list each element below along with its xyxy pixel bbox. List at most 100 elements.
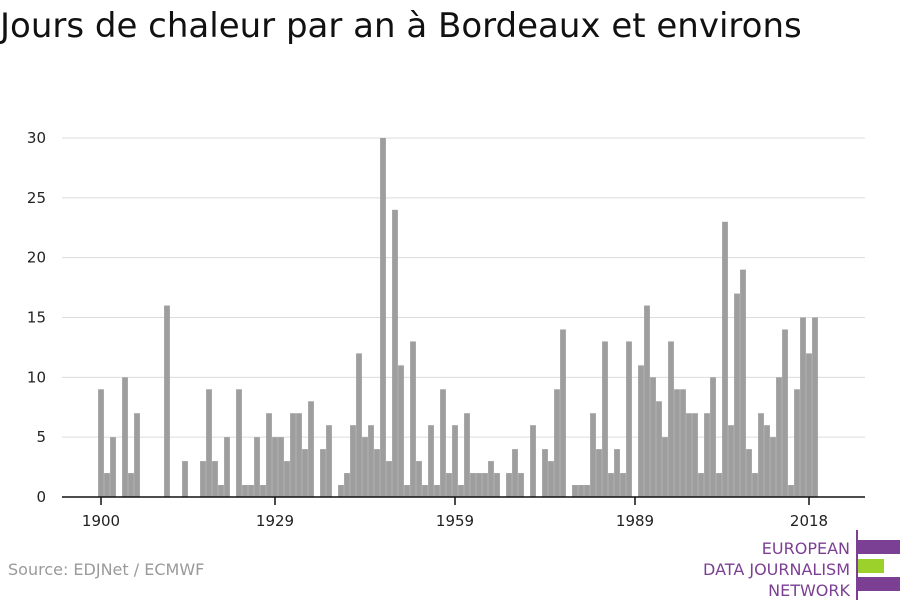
bar-1938 xyxy=(326,425,332,497)
bar-1994 xyxy=(662,437,668,497)
bar-1981 xyxy=(584,485,590,497)
bar-2003 xyxy=(716,473,722,497)
bar-1984 xyxy=(602,341,608,497)
y-tick-label: 10 xyxy=(27,368,46,386)
bar-1935 xyxy=(308,401,314,497)
bar-1960 xyxy=(458,485,464,497)
bar-1934 xyxy=(302,449,308,497)
logo-text-line-2: DATA JOURNALISM xyxy=(703,560,850,579)
bar-1956 xyxy=(434,485,440,497)
bar-1947 xyxy=(380,138,386,497)
bar-2017 xyxy=(800,317,806,497)
edjnet-logo: EUROPEAN DATA JOURNALISM NETWORK xyxy=(700,530,900,600)
y-tick-label: 15 xyxy=(27,309,46,327)
bar-1941 xyxy=(344,473,350,497)
bar-1942 xyxy=(350,425,356,497)
bar-1924 xyxy=(242,485,248,497)
logo-divider xyxy=(856,530,858,600)
bar-2008 xyxy=(746,449,752,497)
bar-1992 xyxy=(650,377,656,497)
bar-1958 xyxy=(446,473,452,497)
bar-1966 xyxy=(494,473,500,497)
bar-2018 xyxy=(806,353,812,497)
bar-1931 xyxy=(284,461,290,497)
x-tick-label: 1900 xyxy=(82,512,120,530)
logo-text-line-1: EUROPEAN xyxy=(761,539,850,558)
logo-bar-bottom xyxy=(858,577,900,591)
bar-1975 xyxy=(548,461,554,497)
bar-1920 xyxy=(218,485,224,497)
bar-2016 xyxy=(794,389,800,497)
y-tick-label: 30 xyxy=(27,129,46,147)
bar-1945 xyxy=(368,425,374,497)
bar-1961 xyxy=(464,413,470,497)
bar-1928 xyxy=(266,413,272,497)
bar-1980 xyxy=(578,485,584,497)
bar-2010 xyxy=(758,413,764,497)
bar-1968 xyxy=(506,473,512,497)
bar-1965 xyxy=(488,461,494,497)
bar-1991 xyxy=(644,305,650,497)
bar-2011 xyxy=(764,425,770,497)
bar-1950 xyxy=(398,365,404,497)
bar-1964 xyxy=(482,473,488,497)
bar-1979 xyxy=(572,485,578,497)
bar-1990 xyxy=(638,365,644,497)
bar-2001 xyxy=(704,413,710,497)
bar-1925 xyxy=(248,485,254,497)
bar-1949 xyxy=(392,209,398,498)
y-tick-label: 25 xyxy=(27,189,46,207)
bar-2006 xyxy=(734,293,740,497)
bar-2000 xyxy=(698,473,704,497)
bar-1969 xyxy=(512,449,518,497)
bar-1927 xyxy=(260,485,266,497)
bar-1948 xyxy=(386,461,392,497)
bar-1993 xyxy=(656,401,662,497)
grid-lines xyxy=(62,137,865,438)
bar-1946 xyxy=(374,449,380,497)
bar-1919 xyxy=(212,461,218,497)
bar-1944 xyxy=(362,437,368,497)
bar-1976 xyxy=(554,389,560,497)
bar-1998 xyxy=(686,413,692,497)
bar-2019 xyxy=(812,317,818,497)
bar-1937 xyxy=(320,449,326,497)
bar-1905 xyxy=(128,473,134,497)
bar-1906 xyxy=(134,413,140,497)
chart-title: Jours de chaleur par an à Bordeaux et en… xyxy=(0,6,802,46)
bar-1957 xyxy=(440,389,446,497)
x-tick-label: 1959 xyxy=(436,512,474,530)
logo-bar-middle xyxy=(858,559,884,573)
bar-2005 xyxy=(728,425,734,497)
bar-1999 xyxy=(692,413,698,497)
bar-1970 xyxy=(518,473,524,497)
bar-1917 xyxy=(200,461,206,497)
x-axis-ticks: 1900 1929 1959 1989 2018 xyxy=(82,497,828,530)
bar-1982 xyxy=(590,413,596,497)
bar-1955 xyxy=(428,425,434,497)
bar-1911 xyxy=(164,305,170,497)
bar-1988 xyxy=(626,341,632,497)
bar-2013 xyxy=(776,377,782,497)
bar-1933 xyxy=(296,413,302,497)
x-tick-label: 2018 xyxy=(790,512,828,530)
bar-1932 xyxy=(290,413,296,497)
bar-1900 xyxy=(98,389,104,497)
bar-1929 xyxy=(272,437,278,497)
bar-1963 xyxy=(476,473,482,497)
bar-2015 xyxy=(788,485,794,497)
bar-1901 xyxy=(104,473,110,497)
bar-1995 xyxy=(668,341,674,497)
bar-1959 xyxy=(452,425,458,497)
y-tick-label: 5 xyxy=(36,428,46,446)
bar-1902 xyxy=(110,437,116,497)
bar-1954 xyxy=(422,485,428,497)
bar-1926 xyxy=(254,437,260,497)
bar-1904 xyxy=(122,377,128,497)
bar-1974 xyxy=(542,449,548,497)
bar-1953 xyxy=(416,461,422,497)
bar-1996 xyxy=(674,389,680,497)
bar-2007 xyxy=(740,269,746,497)
bar-2002 xyxy=(710,377,716,497)
x-tick-label: 1929 xyxy=(256,512,294,530)
